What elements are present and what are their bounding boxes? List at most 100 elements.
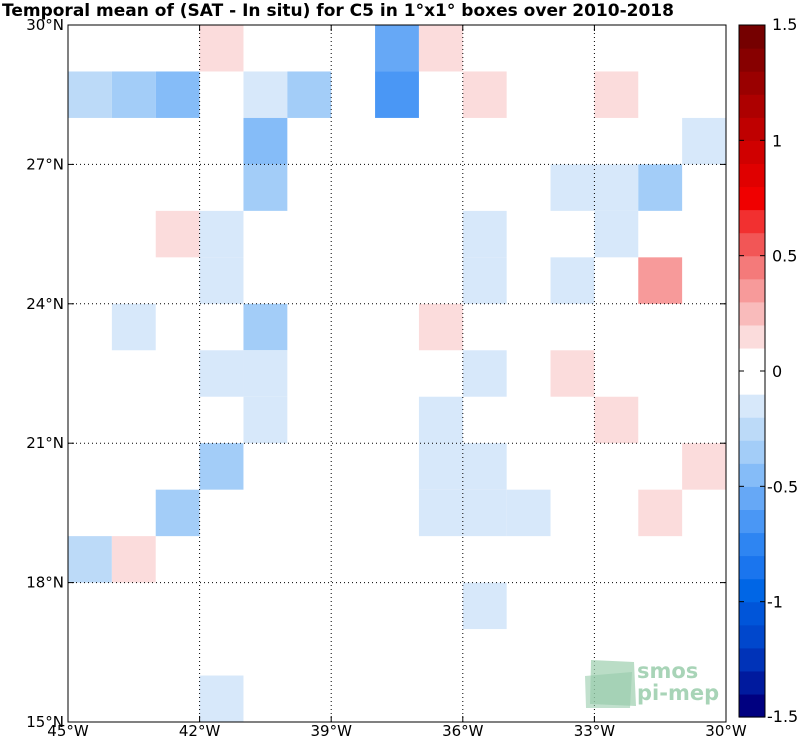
logo-text-pimep: pi-mep bbox=[637, 681, 719, 705]
heatmap-cell bbox=[418, 396, 463, 444]
colorbar-segment bbox=[739, 509, 765, 534]
heatmap-cells bbox=[68, 25, 726, 722]
heatmap-cell bbox=[462, 257, 507, 304]
heatmap-cell bbox=[243, 396, 288, 444]
heatmap-cell bbox=[199, 350, 244, 397]
x-tick-label: 45°W bbox=[47, 722, 89, 738]
gridlines bbox=[68, 25, 726, 722]
heatmap-cell bbox=[68, 536, 112, 583]
heatmap-cell bbox=[594, 71, 639, 118]
heatmap-cell bbox=[682, 117, 726, 165]
x-tick-label: 36°W bbox=[442, 722, 484, 738]
colorbar-segment bbox=[739, 232, 765, 257]
colorbar-ticks: -1.5 -1 -0.5 0 0.5 1 1.5 bbox=[739, 15, 798, 726]
heatmap-cell bbox=[199, 443, 244, 490]
heatmap-cell bbox=[243, 350, 288, 397]
heatmap-cell bbox=[462, 582, 507, 630]
heatmap-cell bbox=[462, 443, 507, 490]
heatmap-cell bbox=[155, 210, 200, 258]
colorbar-tick-label: -1.5 bbox=[767, 707, 798, 726]
colorbar-segment bbox=[739, 163, 765, 188]
heatmap-cell bbox=[199, 675, 244, 722]
y-tick-label: 24°N bbox=[26, 295, 64, 313]
heatmap-cell bbox=[111, 536, 156, 583]
heatmap-cell bbox=[199, 25, 244, 72]
colorbar-segment bbox=[739, 693, 765, 718]
colorbar-tick-label: 0 bbox=[772, 362, 782, 381]
colorbar-segment bbox=[739, 278, 765, 303]
heatmap-cell bbox=[594, 164, 639, 211]
heatmap-cell bbox=[243, 117, 288, 165]
y-axis: 15°N 18°N 21°N 24°N 27°N 30°N bbox=[26, 16, 726, 731]
colorbar-segment bbox=[739, 48, 765, 72]
colorbar-tick-label: -1 bbox=[767, 593, 783, 612]
heatmap-cell bbox=[418, 443, 463, 490]
x-tick-label: 30°W bbox=[705, 722, 747, 738]
colorbar-segment bbox=[739, 25, 765, 49]
heatmap-cell bbox=[550, 257, 595, 304]
y-tick-label: 30°N bbox=[26, 16, 64, 34]
heatmap-cell bbox=[682, 443, 726, 490]
heatmap-cell bbox=[638, 257, 683, 304]
y-tick-label: 21°N bbox=[26, 434, 64, 452]
heatmap-cell bbox=[462, 210, 507, 258]
colorbar-segment bbox=[739, 555, 765, 580]
heatmap-cell bbox=[243, 71, 288, 118]
colorbar-segment bbox=[739, 624, 765, 649]
colorbar-segment bbox=[739, 486, 765, 510]
x-axis: 45°W 42°W 39°W 36°W 33°W 30°W bbox=[47, 25, 747, 738]
heatmap-cell bbox=[638, 164, 683, 211]
colorbar-segment bbox=[739, 94, 765, 118]
heatmap-cell bbox=[550, 164, 595, 211]
colorbar-segment bbox=[739, 301, 765, 326]
heatmap-cell bbox=[638, 489, 683, 537]
colorbar-tick-label: -0.5 bbox=[767, 477, 798, 496]
colorbar-segment bbox=[739, 578, 765, 603]
colorbar-segment bbox=[739, 394, 765, 418]
colorbar-segment bbox=[739, 463, 765, 487]
colorbar-segment bbox=[739, 255, 765, 280]
heatmap-cell bbox=[111, 303, 156, 351]
colorbar-tick-label: 1 bbox=[772, 131, 782, 150]
x-tick-label: 33°W bbox=[574, 722, 616, 738]
y-tick-label: 27°N bbox=[26, 155, 64, 173]
heatmap-cell bbox=[68, 71, 112, 118]
colorbar-segment bbox=[739, 324, 765, 349]
heatmap-cell bbox=[155, 489, 200, 537]
colorbar-segment bbox=[739, 209, 765, 234]
heatmap-cell bbox=[594, 396, 639, 444]
colorbar-tick-label: 1.5 bbox=[772, 15, 797, 34]
heatmap-cell bbox=[462, 350, 507, 397]
colorbar-segment bbox=[739, 140, 765, 164]
heatmap-cell bbox=[418, 489, 463, 537]
colorbar-segment bbox=[739, 440, 765, 464]
plot-frame bbox=[67, 24, 727, 723]
colorbar-tick-label: 0.5 bbox=[772, 247, 797, 266]
heatmap-cell bbox=[550, 350, 595, 397]
heatmap-cell bbox=[199, 257, 244, 304]
heatmap-cell bbox=[243, 303, 288, 351]
x-tick-label: 42°W bbox=[179, 722, 221, 738]
heatmap-cell bbox=[155, 71, 200, 118]
heatmap-cell bbox=[375, 71, 419, 118]
heatmap-cell bbox=[418, 303, 463, 351]
smos-pimep-logo: smos pi-mep bbox=[585, 659, 719, 708]
colorbar-segment bbox=[739, 417, 765, 441]
logo-text-smos: smos bbox=[637, 659, 698, 683]
colorbar-segment bbox=[739, 670, 765, 695]
heatmap-cell bbox=[199, 210, 244, 258]
heatmap-cell bbox=[462, 71, 507, 118]
heatmap-cell bbox=[287, 71, 332, 118]
heatmap-cell bbox=[243, 164, 288, 211]
heatmap-cell bbox=[462, 489, 507, 537]
heatmap-cell bbox=[111, 71, 156, 118]
y-tick-label: 18°N bbox=[26, 574, 64, 592]
colorbar-segment bbox=[739, 117, 765, 141]
x-tick-label: 39°W bbox=[310, 722, 352, 738]
chart-title: Temporal mean of (SAT - In situ) for C5 … bbox=[2, 1, 674, 21]
heatmap-cell bbox=[418, 25, 463, 72]
heatmap-cell bbox=[375, 25, 419, 72]
colorbar-segment bbox=[739, 532, 765, 557]
colorbar-segment bbox=[739, 186, 765, 211]
